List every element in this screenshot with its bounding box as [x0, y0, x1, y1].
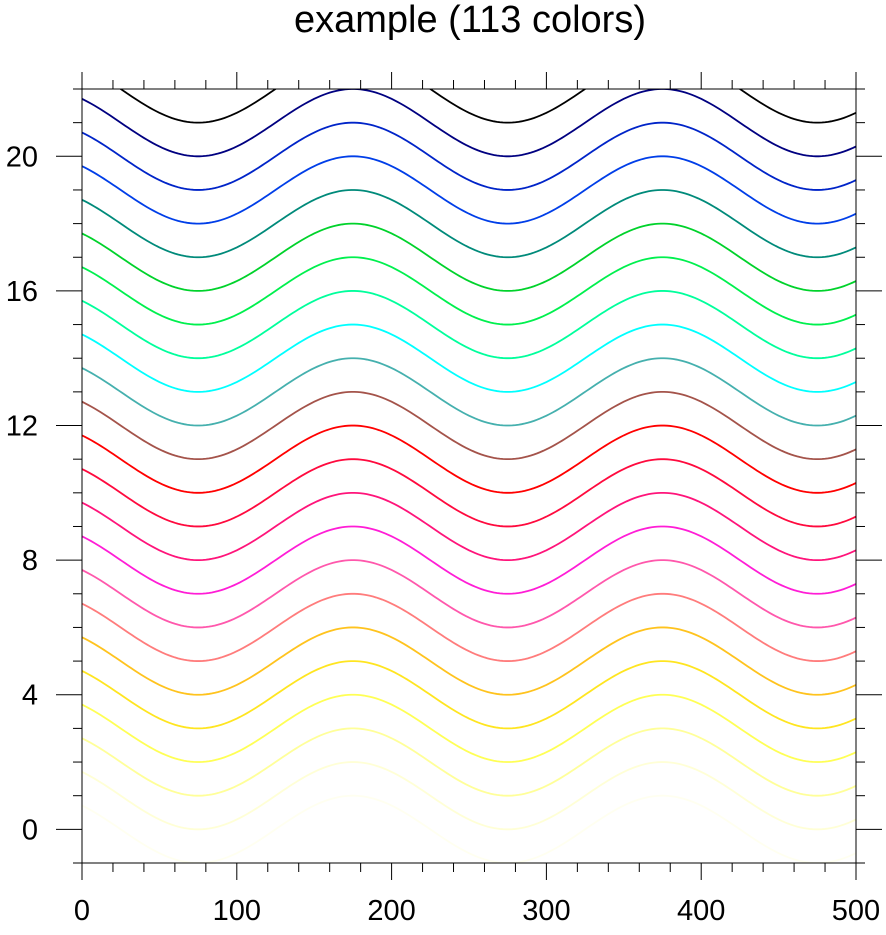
series-line — [82, 89, 856, 158]
y-tick-label: 8 — [22, 545, 38, 577]
x-tick-label: 300 — [522, 895, 570, 927]
series-line — [82, 189, 856, 259]
series-line — [82, 592, 856, 662]
x-tick-label: 0 — [74, 895, 90, 927]
x-tick-label: 500 — [832, 895, 880, 927]
y-tick-label: 20 — [6, 141, 38, 173]
series-line — [82, 424, 856, 494]
series-line — [82, 458, 856, 528]
series-line — [82, 727, 856, 797]
series-line — [82, 222, 856, 292]
series-line — [82, 121, 856, 191]
y-tick-label: 12 — [6, 411, 38, 443]
series-line — [82, 290, 856, 360]
series-line — [82, 660, 856, 730]
series-line — [82, 155, 856, 225]
series-line — [82, 559, 856, 629]
series-line — [82, 794, 856, 863]
series-group — [82, 89, 856, 863]
series-line — [82, 626, 856, 696]
y-tick-label: 4 — [22, 680, 38, 712]
axis-ticks — [56, 72, 882, 880]
series-line — [82, 525, 856, 595]
y-axis-tick-labels: 0 4 8 12 16 20 — [6, 141, 38, 846]
series-line — [82, 491, 856, 562]
series-line — [82, 761, 856, 831]
x-tick-label: 200 — [367, 895, 415, 927]
chart-title: example (113 colors) — [294, 0, 646, 41]
y-tick-label: 0 — [22, 814, 38, 846]
x-axis-tick-labels: 0 100 200 300 400 500 — [74, 895, 880, 927]
series-line — [119, 89, 856, 124]
series-line — [82, 256, 856, 326]
series-line — [82, 390, 856, 461]
series-line — [82, 323, 856, 393]
series-line — [82, 357, 856, 427]
x-tick-label: 400 — [677, 895, 725, 927]
series-line — [82, 693, 856, 763]
x-tick-label: 100 — [213, 895, 261, 927]
y-tick-label: 16 — [6, 276, 38, 308]
plot-frame — [81, 88, 857, 864]
